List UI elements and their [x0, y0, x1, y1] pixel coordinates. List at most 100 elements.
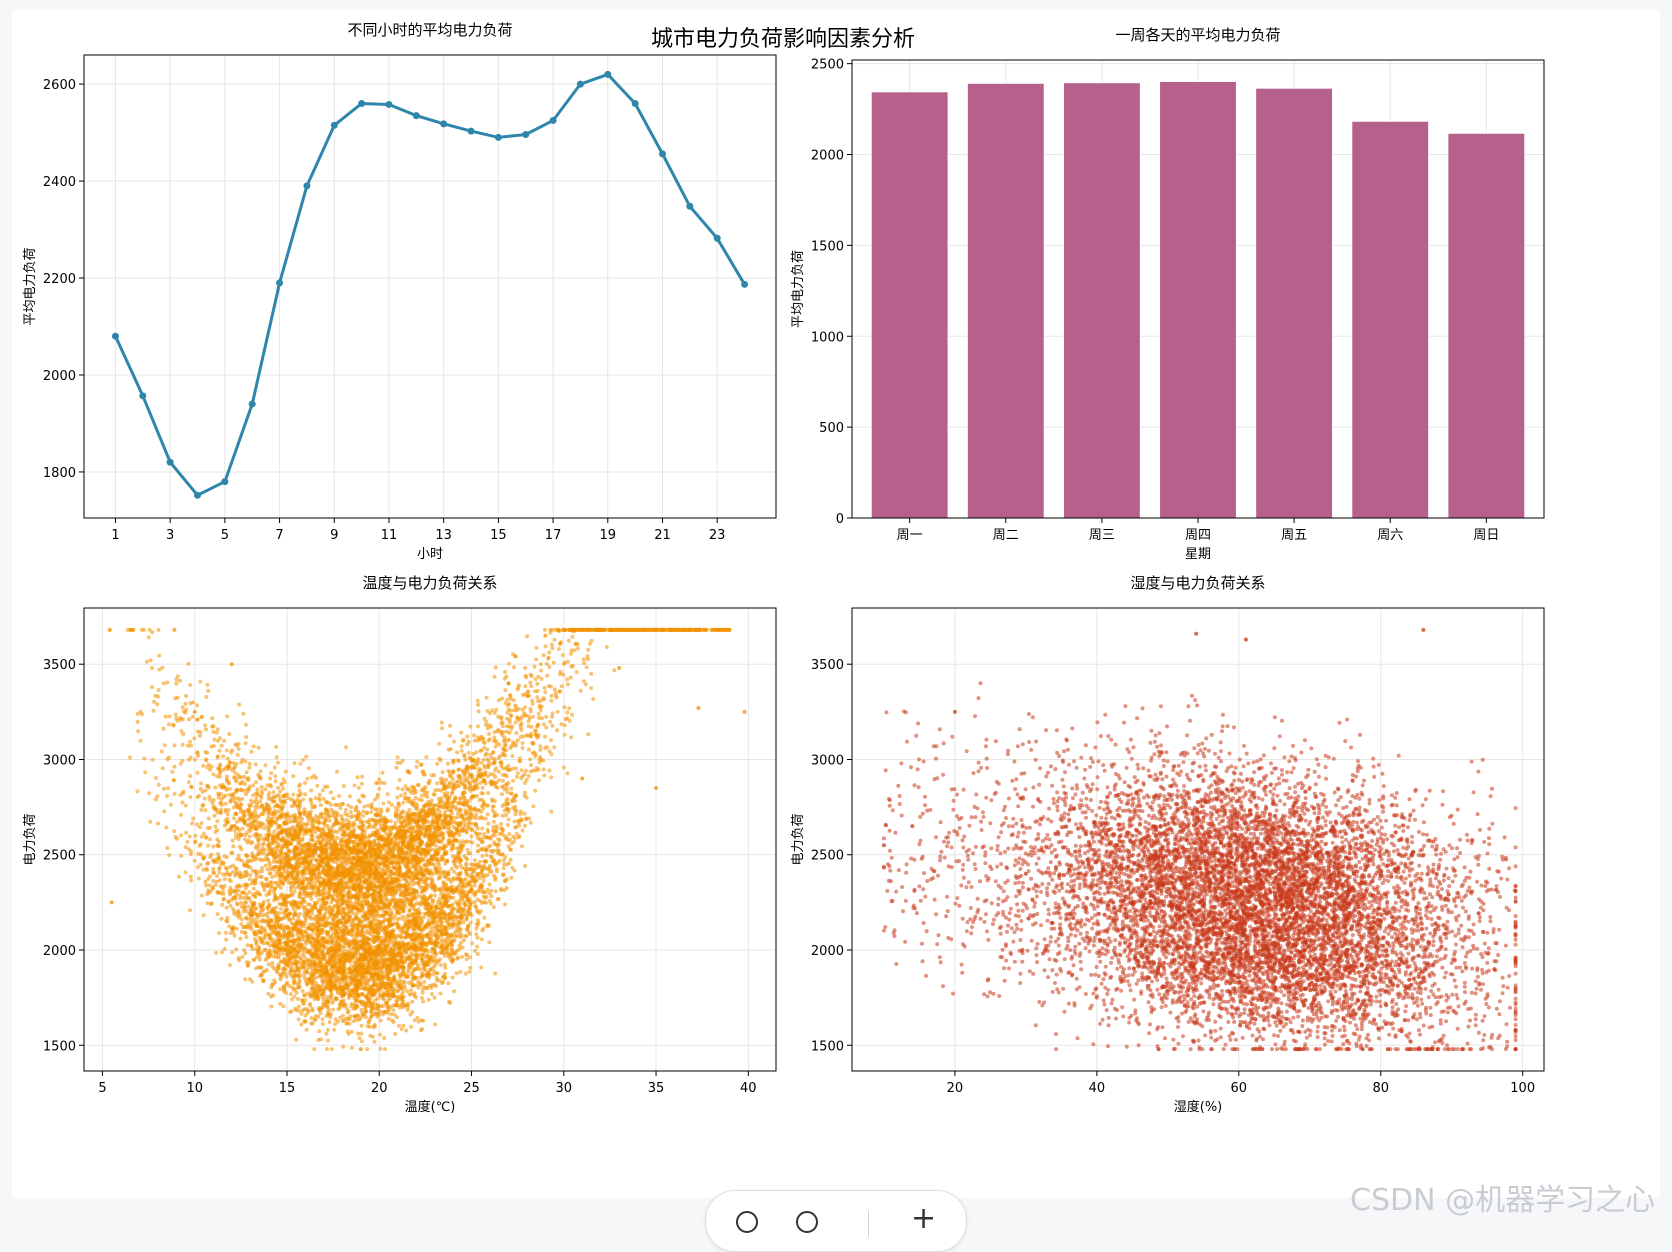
weekday-bar-chart: 一周各天的平均电力负荷星期平均电力负荷05001000150020002500周… [791, 26, 1544, 562]
hourly-point [632, 100, 639, 107]
temperature-point [256, 773, 260, 777]
temperature-point [588, 642, 592, 646]
temperature-point [508, 720, 512, 724]
hourly-xtick-label: 13 [435, 528, 452, 543]
temperature-point [270, 965, 274, 969]
weekday-xtick-label: 周三 [1089, 528, 1115, 543]
temperature-point [267, 962, 271, 966]
temperature-point [164, 826, 168, 830]
hourly-point [522, 131, 529, 138]
temperature-point [200, 821, 204, 825]
temperature-point [289, 992, 293, 996]
temperature-point [456, 839, 460, 843]
temperature-point [277, 793, 281, 797]
temperature-point [217, 931, 221, 935]
temperature-point [211, 801, 215, 805]
temperature-point [254, 780, 258, 784]
temperature-point [444, 778, 448, 782]
temperature-point [172, 765, 176, 769]
temperature-point [358, 1036, 362, 1040]
temperature-ytick-label: 1500 [43, 1039, 76, 1054]
temperature-point [548, 769, 552, 773]
hourly-point [686, 203, 693, 210]
temperature-point [579, 689, 583, 693]
temperature-point [203, 880, 207, 884]
temperature-point [395, 766, 399, 770]
temperature-point [486, 791, 490, 795]
temperature-point [493, 675, 497, 679]
temperature-point [507, 818, 511, 822]
temperature-point [275, 755, 279, 759]
temperature-point [441, 770, 445, 774]
temperature-point [267, 791, 271, 795]
temperature-point [424, 755, 428, 759]
temperature-point [549, 775, 553, 779]
temperature-point [509, 858, 513, 862]
temperature-point [241, 712, 245, 716]
temperature-point [319, 803, 323, 807]
temperature-point [291, 774, 295, 778]
temperature-point [244, 741, 248, 745]
temperature-point [468, 725, 472, 729]
weekday-xtick-label: 周五 [1281, 528, 1307, 543]
temperature-point [462, 854, 466, 858]
temperature-point [212, 814, 216, 818]
temperature-point [312, 1047, 316, 1051]
temperature-point [459, 731, 463, 735]
temperature-point [422, 809, 426, 813]
hourly-ytick-label: 2600 [43, 78, 76, 93]
temperature-point [565, 771, 569, 775]
temperature-point [162, 787, 166, 791]
temperature-point [491, 750, 495, 754]
temperature-point [263, 930, 267, 934]
temperature-point [188, 740, 192, 744]
temperature-point [211, 879, 215, 883]
temperature-point [188, 908, 192, 912]
temperature-point [268, 871, 272, 875]
temperature-point [295, 991, 299, 995]
temperature-point [152, 709, 156, 713]
temperature-point [199, 787, 203, 791]
temperature-point [565, 711, 569, 715]
temperature-point [259, 812, 263, 816]
temperature-point [147, 791, 151, 795]
temperature-point [543, 690, 547, 694]
temperature-point [232, 910, 236, 914]
hourly-line-chart: 不同小时的平均电力负荷小时平均电力负荷180020002200240026001… [23, 21, 776, 562]
temperature-point [490, 756, 494, 760]
temperature-point [309, 788, 313, 792]
temperature-point [446, 981, 450, 985]
temperature-point [220, 950, 224, 954]
temperature-point [189, 879, 193, 883]
temperature-point [192, 736, 196, 740]
temperature-point [276, 786, 280, 790]
temperature-point [557, 689, 561, 693]
temperature-point [214, 951, 218, 955]
hourly-point [358, 100, 365, 107]
temperature-point [195, 703, 199, 707]
temperature-point [199, 781, 203, 785]
temperature-point [196, 771, 200, 775]
temperature-point [175, 837, 179, 841]
temperature-point [485, 696, 489, 700]
temperature-point [417, 1020, 421, 1024]
temperature-point [206, 689, 210, 693]
temperature-point [200, 715, 204, 719]
temperature-point [237, 916, 241, 920]
temperature-point [406, 1008, 410, 1012]
temperature-point [184, 870, 188, 874]
temperature-point [263, 888, 267, 892]
weekday-xtick-label: 周二 [993, 528, 1019, 543]
hourly-xtick-label: 21 [654, 528, 671, 543]
temperature-point [248, 785, 252, 789]
temperature-point [246, 943, 250, 947]
temperature-point [562, 766, 566, 770]
temperature-point [450, 867, 454, 871]
temperature-point [283, 780, 287, 784]
hourly-point [139, 392, 146, 399]
temperature-point [487, 763, 491, 767]
temperature-point [172, 778, 176, 782]
hourly-xtick-label: 3 [166, 528, 174, 543]
temperature-point [379, 1047, 383, 1051]
temperature-point [303, 792, 307, 796]
